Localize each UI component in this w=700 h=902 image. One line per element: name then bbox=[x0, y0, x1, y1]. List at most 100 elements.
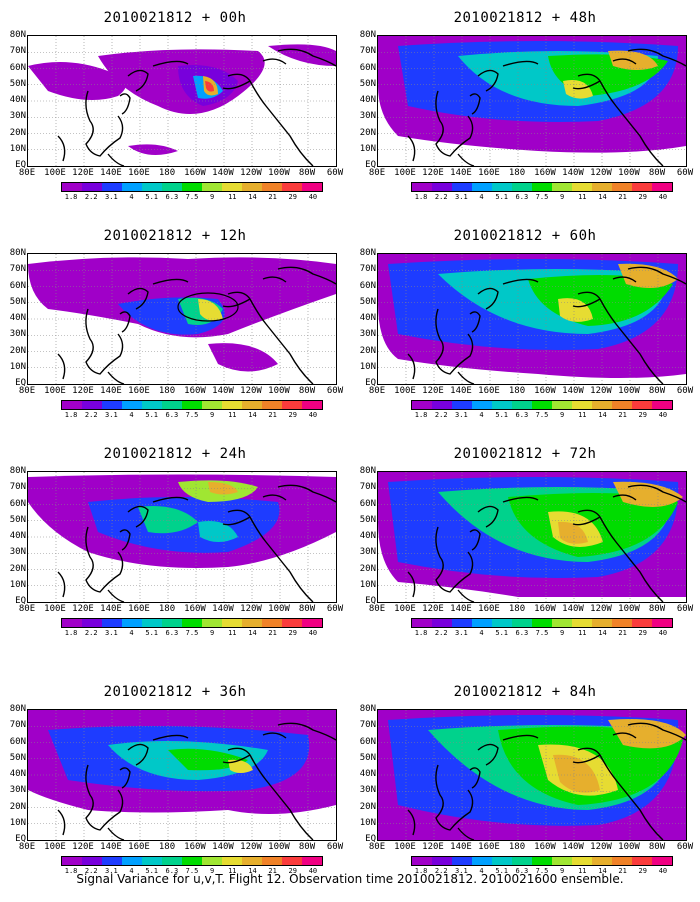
map-panel-84h: 2010021812 + 84h 80N 70N 60N 50N 40N 30N 20N 10N… bbox=[355, 684, 695, 902]
colorbar-swatch bbox=[472, 619, 492, 627]
coastline bbox=[262, 58, 287, 65]
colorbar-label: 3.1 bbox=[105, 193, 118, 201]
colorbar-label: 11 bbox=[578, 193, 587, 201]
lon-tick-label: 120W bbox=[240, 168, 262, 178]
lon-tick-label: 80E bbox=[368, 386, 386, 396]
lon-tick-label: 80W bbox=[648, 386, 666, 396]
lon-tick-label: 80E bbox=[368, 604, 386, 614]
colorbar-label: 14 bbox=[598, 411, 607, 419]
lat-tick-label: 20N bbox=[359, 801, 376, 812]
lat-tick-label: 20N bbox=[9, 563, 26, 574]
colorbar-swatch bbox=[222, 857, 242, 865]
lat-tick-label: 30N bbox=[359, 785, 376, 796]
lon-tick-label: 80W bbox=[298, 386, 316, 396]
colorbar-swatch bbox=[492, 857, 512, 865]
colorbar-label: 14 bbox=[248, 411, 257, 419]
panel-title: 2010021812 + 36h bbox=[103, 684, 247, 700]
colorbar-swatch bbox=[512, 619, 532, 627]
colorbar-label: 7.5 bbox=[185, 193, 199, 201]
coastline bbox=[222, 516, 251, 526]
lon-tick-label: 140W bbox=[562, 168, 584, 178]
lon-tick-label: 140E bbox=[450, 386, 472, 396]
lat-tick-label: 60N bbox=[359, 498, 376, 509]
lon-tick-label: 120W bbox=[590, 386, 612, 396]
colorbar-label: 9 bbox=[560, 629, 565, 637]
coastline bbox=[627, 266, 686, 285]
map-area bbox=[377, 35, 687, 167]
colorbar-swatch bbox=[142, 183, 162, 191]
latitude-labels: 80N 70N 60N 50N 40N 30N 20N 10N EQ bbox=[355, 249, 377, 388]
colorbar-label: 29 bbox=[638, 411, 647, 419]
lat-tick-label: 50N bbox=[359, 296, 376, 307]
colorbar-label: 5.1 bbox=[145, 867, 159, 875]
lat-tick-label: 50N bbox=[9, 78, 26, 89]
highlight-ellipse bbox=[177, 292, 239, 322]
coastline bbox=[572, 298, 601, 308]
lat-tick-label: EQ bbox=[365, 834, 376, 844]
lon-tick-label: 100W bbox=[268, 604, 290, 614]
lon-tick-label: 180 bbox=[158, 842, 176, 852]
colorbar-swatch bbox=[472, 857, 492, 865]
lon-tick-label: 160E bbox=[478, 842, 500, 852]
colorbar-labels: 1.8 2.2 3.1 4 5.1 6.3 7.5 9 11 14 21 29 40 bbox=[411, 411, 673, 421]
lat-tick-label: 80N bbox=[9, 30, 26, 40]
colorbar-swatch bbox=[242, 857, 262, 865]
colorbar-swatch bbox=[432, 183, 452, 191]
lon-tick-label: 80W bbox=[648, 842, 666, 852]
colorbar-swatch bbox=[82, 857, 102, 865]
colorbar-swatch bbox=[572, 401, 592, 409]
lon-tick-label: 100E bbox=[394, 386, 416, 396]
colorbar-swatch bbox=[472, 401, 492, 409]
coastline bbox=[469, 311, 481, 333]
panel-title: 2010021812 + 48h bbox=[453, 10, 597, 26]
lon-tick-label: 80W bbox=[298, 168, 316, 178]
variance-shading bbox=[558, 521, 588, 544]
lon-tick-label: 120W bbox=[240, 386, 262, 396]
colorbar-label: 5.1 bbox=[495, 411, 509, 419]
colorbar-label: 14 bbox=[598, 193, 607, 201]
map-area bbox=[377, 471, 687, 603]
lon-tick-label: 140W bbox=[212, 386, 234, 396]
coastline bbox=[227, 509, 314, 602]
lon-tick-label: 160W bbox=[184, 386, 206, 396]
coastline bbox=[457, 153, 475, 166]
variance-shading bbox=[618, 263, 678, 288]
lat-tick-label: 30N bbox=[9, 785, 26, 796]
colorbar-label: 5.1 bbox=[145, 411, 159, 419]
lat-tick-label: 40N bbox=[359, 531, 376, 541]
lon-tick-label: 180 bbox=[508, 842, 526, 852]
map-panel-12h: 2010021812 + 12h 80N 70N 60N 50N 40N 30N 20N 10N… bbox=[5, 228, 345, 446]
longitude-labels: 80E 100E 120E 140E 160E 180 160W 140W 120W 100W 80… bbox=[19, 604, 345, 616]
colorbar-swatch bbox=[652, 857, 672, 865]
lon-tick-label: 140E bbox=[100, 168, 122, 178]
colorbar-label: 4 bbox=[479, 193, 484, 201]
lat-tick-label: 30N bbox=[9, 329, 26, 340]
lat-tick-label: 10N bbox=[9, 361, 26, 372]
colorbar-swatch bbox=[432, 401, 452, 409]
latitude-labels: 80N 70N 60N 50N 40N 30N 20N 10N EQ bbox=[5, 467, 27, 606]
lon-tick-label: 100W bbox=[618, 842, 640, 852]
colorbar-label: 6.3 bbox=[515, 867, 529, 875]
colorbar-swatch bbox=[162, 401, 182, 409]
colorbar-label: 29 bbox=[288, 193, 297, 201]
latitude-labels: 80N 70N 60N 50N 40N 30N 20N 10N EQ bbox=[5, 705, 27, 844]
lat-tick-label: 10N bbox=[359, 817, 376, 828]
lat-tick-label: 50N bbox=[359, 514, 376, 525]
variance-shading bbox=[198, 299, 223, 321]
colorbar-label: 7.5 bbox=[185, 411, 199, 419]
lon-tick-label: 80E bbox=[368, 168, 386, 178]
lon-tick-label: 100W bbox=[268, 168, 290, 178]
colorbar-swatch bbox=[592, 183, 612, 191]
colorbar-swatch bbox=[532, 401, 552, 409]
colorbar-swatch bbox=[552, 619, 572, 627]
colorbar bbox=[61, 618, 323, 628]
lat-tick-label: 50N bbox=[9, 752, 26, 763]
colorbar-swatch bbox=[472, 183, 492, 191]
lat-tick-label: 40N bbox=[359, 313, 376, 323]
colorbar-swatch bbox=[572, 619, 592, 627]
colorbar-swatch bbox=[282, 619, 302, 627]
colorbar bbox=[411, 618, 673, 628]
lon-tick-label: 180 bbox=[158, 386, 176, 396]
lon-tick-label: 120E bbox=[422, 168, 444, 178]
coastline bbox=[57, 353, 66, 380]
